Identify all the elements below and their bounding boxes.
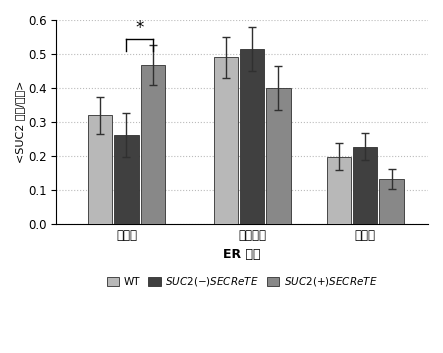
Y-axis label: <SUC2 颗粒/细胞>: <SUC2 颗粒/细胞> <box>15 81 25 163</box>
Text: *: * <box>136 19 144 37</box>
Legend: WT, $SUC2(-)SECReTE$, $SUC2(+)SECReTE$: WT, $SUC2(-)SECReTE$, $SUC2(+)SECReTE$ <box>103 271 381 293</box>
Bar <box>266 88 291 224</box>
Bar <box>141 65 165 224</box>
X-axis label: ER 定位: ER 定位 <box>223 247 261 261</box>
Bar <box>214 58 238 224</box>
Bar <box>380 179 404 224</box>
Bar <box>88 115 112 224</box>
Bar <box>353 146 377 224</box>
Bar <box>240 49 264 224</box>
Bar <box>114 135 139 224</box>
Bar <box>326 157 351 224</box>
